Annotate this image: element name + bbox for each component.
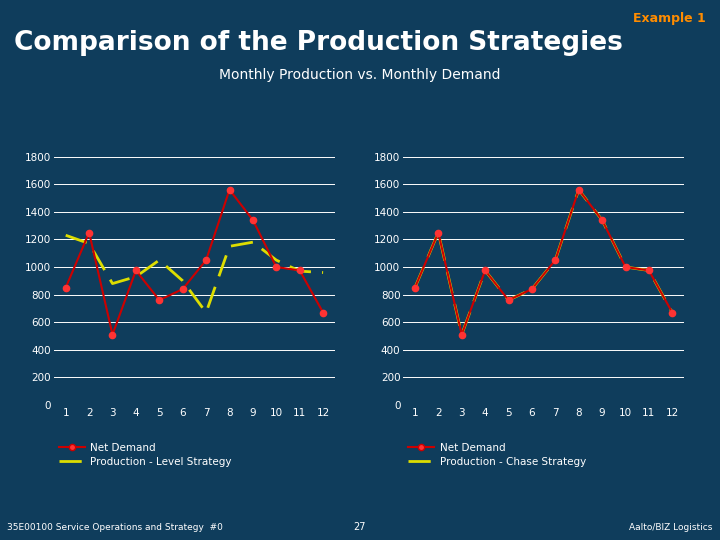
Text: 27: 27 xyxy=(354,522,366,532)
Text: 35E00100 Service Operations and Strategy  #0: 35E00100 Service Operations and Strategy… xyxy=(7,523,223,531)
Text: Monthly Production vs. Monthly Demand: Monthly Production vs. Monthly Demand xyxy=(220,68,500,82)
Legend: Net Demand, Production - Chase Strategy: Net Demand, Production - Chase Strategy xyxy=(408,442,586,467)
Text: Example 1: Example 1 xyxy=(633,12,706,25)
Text: Comparison of the Production Strategies: Comparison of the Production Strategies xyxy=(14,30,624,56)
Text: Aalto/BIZ Logistics: Aalto/BIZ Logistics xyxy=(629,523,713,531)
Legend: Net Demand, Production - Level Strategy: Net Demand, Production - Level Strategy xyxy=(59,442,232,467)
